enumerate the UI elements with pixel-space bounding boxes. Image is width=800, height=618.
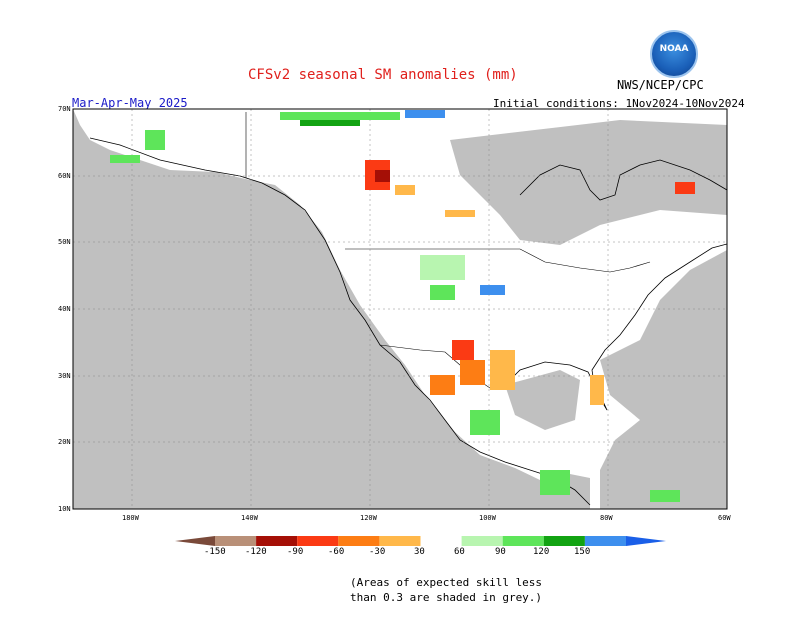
cell-wet <box>110 155 140 163</box>
noaa-logo-icon: NOAA <box>650 30 698 78</box>
legend-swatch <box>502 536 544 546</box>
legend-label: -30 <box>369 547 386 557</box>
cell-dry <box>590 375 604 405</box>
legend-label: 60 <box>454 547 465 557</box>
cell-wet <box>650 490 680 502</box>
cell-dry <box>445 210 475 217</box>
anomaly-cells <box>110 110 695 502</box>
legend-swatch <box>461 536 503 546</box>
logo-text: NOAA <box>659 44 689 54</box>
coastline-gulf <box>504 243 727 411</box>
map-title: CFSv2 seasonal SM anomalies (mm) <box>248 67 518 83</box>
lon-label-180: 180W <box>122 514 139 522</box>
lon-label-60: 60W <box>718 514 731 522</box>
legend-colorbar <box>175 536 666 546</box>
legend-arrow-left <box>175 536 215 546</box>
legend-label: -150 <box>204 547 226 557</box>
cell-wet <box>300 120 360 126</box>
legend-label: -90 <box>287 547 304 557</box>
lon-label-80: 80W <box>600 514 613 522</box>
cell-dry <box>675 182 695 194</box>
cell-wet <box>405 110 445 118</box>
us-canada-border <box>345 248 651 273</box>
cell-wet <box>420 255 465 280</box>
legend-label: -60 <box>328 547 345 557</box>
initial-conditions-label: Initial conditions: 1Nov2024-10Nov2024 <box>493 97 745 110</box>
legend-swatch <box>256 536 298 546</box>
agency-label: NWS/NCEP/CPC <box>617 78 704 92</box>
cell-dry <box>490 350 515 390</box>
lon-label-120: 120W <box>360 514 377 522</box>
legend-swatch <box>297 536 339 546</box>
cell-wet <box>480 285 505 295</box>
low-skill-canada <box>450 120 727 245</box>
legend-arrow-right <box>626 536 666 546</box>
legend-label: 120 <box>533 547 550 557</box>
lat-label-30: 30N <box>58 372 71 380</box>
cell-dry <box>460 360 485 385</box>
cell-wet <box>145 130 165 150</box>
legend-swatch <box>584 536 626 546</box>
footnote-line-2: than 0.3 are shaded in grey.) <box>350 591 543 604</box>
cell-dry <box>452 340 474 360</box>
lon-label-140: 140W <box>241 514 258 522</box>
legend-swatch <box>338 536 380 546</box>
lat-label-60: 60N <box>58 172 71 180</box>
cell-dry <box>395 185 415 195</box>
legend-label: -120 <box>245 547 267 557</box>
lat-label-10: 10N <box>58 505 71 513</box>
coastline-hudson <box>519 159 727 201</box>
legend-swatch <box>420 536 462 546</box>
lat-label-70: 70N <box>58 105 71 113</box>
cell-dry <box>430 375 455 395</box>
season-label: Mar-Apr-May 2025 <box>72 96 188 110</box>
lat-label-20: 20N <box>58 438 71 446</box>
legend-swatch <box>379 536 421 546</box>
cell-wet <box>430 285 455 300</box>
low-skill-pacific <box>73 109 590 509</box>
legend-label: 30 <box>414 547 425 557</box>
footnote-line-1: (Areas of expected skill less <box>350 576 543 589</box>
map-frame <box>72 108 728 510</box>
low-skill-gulf <box>505 370 580 430</box>
cell-wet <box>280 112 400 120</box>
legend-swatch <box>543 536 585 546</box>
legend-swatch <box>215 536 257 546</box>
lon-label-100: 100W <box>479 514 496 522</box>
legend-label: 90 <box>495 547 506 557</box>
legend-label: 150 <box>574 547 591 557</box>
cell-wet <box>470 410 500 435</box>
cell-wet <box>540 470 570 495</box>
cell-dry <box>375 170 390 182</box>
lat-label-50: 50N <box>58 238 71 246</box>
coastline-west <box>89 137 591 506</box>
lat-label-40: 40N <box>58 305 71 313</box>
